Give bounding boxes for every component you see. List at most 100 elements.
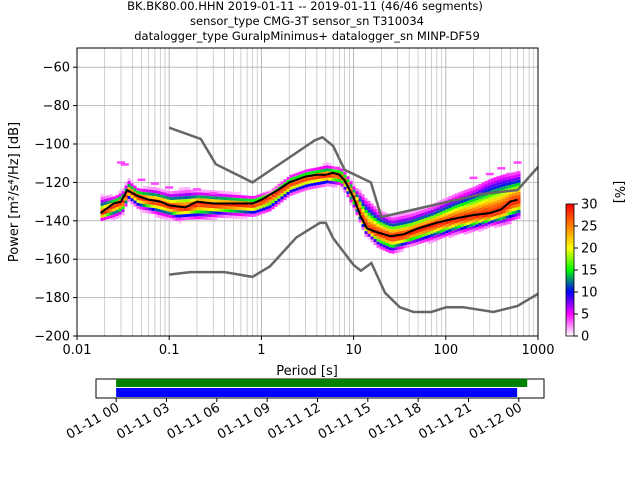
- heat-cell: [235, 191, 239, 195]
- heat-cell: [379, 243, 383, 247]
- heat-cell: [364, 204, 368, 208]
- heat-cell: [472, 228, 476, 232]
- outlier-cell: [137, 178, 146, 182]
- heat-cell: [217, 193, 221, 197]
- heat-cell: [157, 215, 161, 219]
- heat-cell: [277, 198, 281, 202]
- heat-cell: [496, 188, 500, 192]
- heat-cell: [199, 192, 203, 196]
- heat-cell: [505, 206, 509, 210]
- heat-cell: [493, 222, 497, 226]
- heat-cell: [442, 198, 446, 202]
- heat-cell: [421, 209, 425, 213]
- heat-cell: [430, 218, 434, 222]
- heat-cell: [277, 195, 281, 199]
- heat-cell: [220, 196, 224, 200]
- heat-cell: [130, 186, 134, 190]
- heat-cell: [214, 190, 218, 194]
- heat-cell: [478, 207, 482, 211]
- heat-cell: [493, 201, 497, 205]
- heat-cell: [493, 198, 497, 202]
- heat-cell: [217, 211, 221, 215]
- heat-cell: [388, 238, 392, 242]
- heat-cell: [409, 217, 413, 221]
- heat-cell: [445, 221, 449, 225]
- heat-cell: [421, 212, 425, 216]
- heat-cell: [421, 218, 425, 222]
- heat-cell: [190, 195, 194, 199]
- heat-cell: [136, 196, 140, 200]
- heat-cell: [214, 196, 218, 200]
- x-tick-label: 0.1: [159, 343, 180, 358]
- heat-cell: [388, 241, 392, 245]
- heat-cell: [508, 218, 512, 222]
- heat-cell: [187, 198, 191, 202]
- heat-cell: [517, 194, 521, 198]
- heat-cell: [277, 192, 281, 196]
- heat-cell: [424, 232, 428, 236]
- heat-cell: [238, 216, 242, 220]
- heat-cell: [190, 192, 194, 196]
- heat-cell: [448, 204, 452, 208]
- heat-cell: [172, 193, 176, 197]
- heat-cell: [415, 217, 419, 221]
- heat-cell: [103, 211, 107, 215]
- heat-cell: [223, 209, 227, 213]
- heat-cell: [298, 174, 302, 178]
- heat-cell: [433, 220, 437, 224]
- heat-cell: [199, 210, 203, 214]
- heat-cell: [307, 168, 311, 172]
- heat-cell: [409, 211, 413, 215]
- heat-cell: [394, 220, 398, 224]
- heat-cell: [433, 232, 437, 236]
- heat-cell: [232, 215, 236, 219]
- heat-cell: [442, 213, 446, 217]
- heat-cell: [343, 183, 347, 187]
- heat-cell: [370, 206, 374, 210]
- heat-cell: [367, 218, 371, 222]
- heat-cell: [145, 207, 149, 211]
- heat-cell: [394, 232, 398, 236]
- heat-cell: [478, 183, 482, 187]
- heat-cell: [388, 223, 392, 227]
- heat-cell: [514, 183, 518, 187]
- heat-cell: [355, 212, 359, 216]
- heat-cell: [445, 203, 449, 207]
- heat-cell: [115, 216, 119, 220]
- heat-cell: [370, 212, 374, 216]
- heat-cell: [373, 224, 377, 228]
- heat-cell: [106, 201, 110, 205]
- heat-cell: [241, 195, 245, 199]
- heat-cell: [397, 222, 401, 226]
- heat-cell: [385, 245, 389, 249]
- heat-cell: [223, 212, 227, 216]
- heat-cell: [205, 213, 209, 217]
- heat-cell: [391, 238, 395, 242]
- heat-cell: [475, 215, 479, 219]
- y-tick-label: −200: [34, 330, 70, 345]
- heat-cell: [283, 185, 287, 189]
- heat-cell: [490, 196, 494, 200]
- heat-cell: [154, 190, 158, 194]
- heat-cell: [292, 191, 296, 195]
- heat-cell: [199, 198, 203, 202]
- heat-cell: [322, 168, 326, 172]
- heat-cell: [466, 203, 470, 207]
- heat-cell: [139, 188, 143, 192]
- heat-cell: [262, 207, 266, 211]
- heat-cell: [466, 197, 470, 201]
- heat-cell: [436, 228, 440, 232]
- heat-cell: [460, 194, 464, 198]
- heat-cell: [484, 181, 488, 185]
- chart-title-line-2: sensor_type CMG-3T sensor_sn T310034: [190, 14, 424, 28]
- heat-cell: [205, 195, 209, 199]
- x-tick-label: 10: [345, 343, 362, 358]
- heat-cell: [220, 190, 224, 194]
- heat-cell: [472, 204, 476, 208]
- heat-cell: [193, 210, 197, 214]
- heat-cell: [151, 204, 155, 208]
- timeline-tick-label: 01-11 12: [265, 400, 323, 442]
- heat-cell: [304, 178, 308, 182]
- heat-cell: [376, 223, 380, 227]
- heat-cell: [208, 196, 212, 200]
